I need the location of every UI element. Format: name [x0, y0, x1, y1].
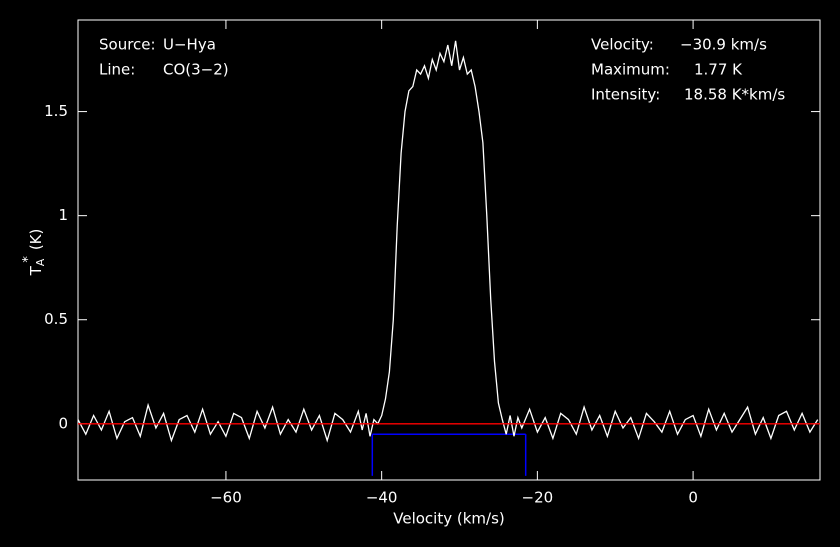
y-label-unit: (K): [27, 229, 45, 251]
annotation-value: 1.77 K: [694, 61, 743, 79]
x-axis-label: Velocity (km/s): [393, 510, 504, 528]
y-tick-label: 1.5: [44, 102, 68, 120]
x-tick-label: 0: [688, 489, 698, 507]
annotation-label: Source:: [99, 36, 156, 54]
spectrum-line: [77, 40, 819, 443]
y-label-sup: *: [21, 256, 36, 263]
annotation-value: −30.9 km/s: [680, 36, 767, 54]
x-tick-label: −60: [210, 489, 242, 507]
annotation-label: Velocity:: [591, 36, 654, 54]
y-tick-label: 0.5: [44, 310, 68, 328]
y-label-main: T: [27, 265, 45, 276]
annotation-value: CO(3−2): [163, 61, 229, 79]
y-label-sub: A: [34, 258, 47, 266]
annotation-label: Maximum:: [591, 61, 670, 79]
annotation-value: 18.58 K*km/s: [684, 86, 785, 104]
y-tick-label: 1: [58, 206, 68, 224]
y-tick-label: 0: [58, 414, 68, 432]
y-axis-label: TA* (K): [21, 229, 48, 277]
annotation-label: Intensity:: [591, 86, 660, 104]
x-tick-label: −20: [522, 489, 554, 507]
annotation-label: Line:: [99, 61, 135, 79]
plot-frame: [77, 19, 821, 481]
x-tick-label: −40: [366, 489, 398, 507]
annotation-value: U−Hya: [163, 36, 216, 54]
